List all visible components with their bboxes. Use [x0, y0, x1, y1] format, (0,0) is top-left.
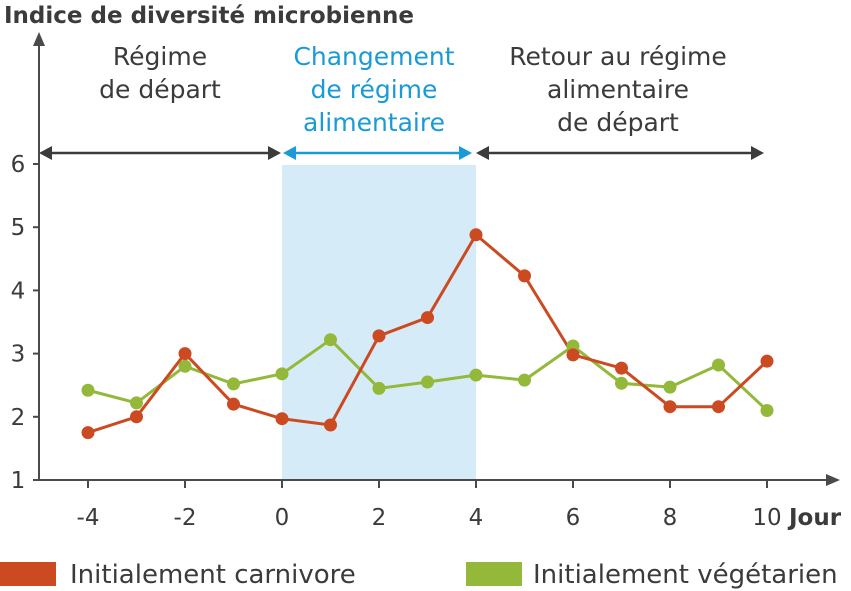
- legend-swatch-vegetarien: [466, 562, 522, 586]
- data-point-vegetarien: [372, 381, 386, 395]
- y-axis-label: Indice de diversité microbienne: [4, 3, 414, 29]
- phase-label-2: Changement de régime alimentaire: [293, 42, 454, 137]
- x-tick-label: 2: [372, 505, 387, 531]
- y-tick-label: 4: [11, 278, 26, 304]
- diet-change-band: [282, 165, 476, 480]
- data-point-carnivore: [615, 361, 628, 375]
- arrow-left-icon: [476, 146, 489, 160]
- data-point-vegetarien: [130, 396, 143, 410]
- y-tick-label: 2: [11, 405, 26, 431]
- data-point-carnivore: [324, 418, 337, 432]
- y-tick-label: 5: [11, 215, 26, 241]
- x-tick-label: 6: [566, 505, 581, 531]
- data-point-vegetarien: [615, 376, 628, 390]
- legend: Initialement carnivore Initialement végé…: [0, 560, 838, 590]
- phase-label-1: Régime de départ: [99, 42, 221, 104]
- arrow-right-icon: [268, 146, 281, 160]
- legend-label-carnivore: Initialement carnivore: [70, 560, 356, 590]
- arrow-left-icon: [283, 146, 296, 160]
- data-point-carnivore: [372, 329, 386, 343]
- x-tick-label: 8: [663, 505, 678, 531]
- phase-label-3: Retour au régime alimentaire de départ: [509, 42, 727, 137]
- axes: [33, 32, 840, 486]
- y-tick-label: 3: [11, 342, 26, 368]
- data-point-carnivore: [469, 228, 483, 242]
- x-tick-label: -4: [77, 505, 100, 531]
- legend-swatch-carnivore: [0, 562, 56, 586]
- y-tick-label: 6: [11, 152, 26, 178]
- data-point-vegetarien: [469, 368, 483, 382]
- data-point-vegetarien: [760, 403, 774, 417]
- data-point-vegetarien: [227, 377, 240, 391]
- x-axis-arrow-icon: [826, 474, 840, 486]
- data-point-carnivore: [275, 412, 289, 426]
- data-point-vegetarien: [178, 359, 192, 373]
- arrow-left-icon: [39, 146, 52, 160]
- data-point-vegetarien: [663, 380, 677, 394]
- x-tick-label: 4: [469, 505, 484, 531]
- arrow-right-icon: [751, 146, 764, 160]
- data-point-carnivore: [130, 410, 143, 424]
- data-point-vegetarien: [712, 358, 725, 372]
- data-point-carnivore: [421, 311, 434, 325]
- x-axis-label: Jour: [787, 505, 842, 531]
- data-point-carnivore: [81, 426, 95, 440]
- data-point-carnivore: [663, 400, 677, 414]
- data-point-vegetarien: [81, 383, 95, 397]
- x-tick-label: -2: [174, 505, 197, 531]
- data-point-carnivore: [760, 354, 774, 368]
- data-point-carnivore: [566, 348, 580, 362]
- arrow-right-icon: [459, 146, 472, 160]
- data-point-carnivore: [227, 397, 240, 411]
- x-tick-label: 0: [275, 505, 290, 531]
- data-point-vegetarien: [518, 373, 531, 387]
- data-point-vegetarien: [275, 367, 289, 381]
- y-tick-label: 1: [11, 468, 26, 494]
- y-axis-arrow-icon: [33, 32, 45, 46]
- x-tick-label: 10: [752, 505, 781, 531]
- legend-label-vegetarien: Initialement végétarien: [533, 560, 838, 590]
- data-point-vegetarien: [324, 333, 337, 347]
- data-point-carnivore: [712, 400, 725, 414]
- data-point-vegetarien: [421, 375, 434, 389]
- data-point-carnivore: [518, 269, 531, 283]
- data-point-carnivore: [178, 347, 192, 361]
